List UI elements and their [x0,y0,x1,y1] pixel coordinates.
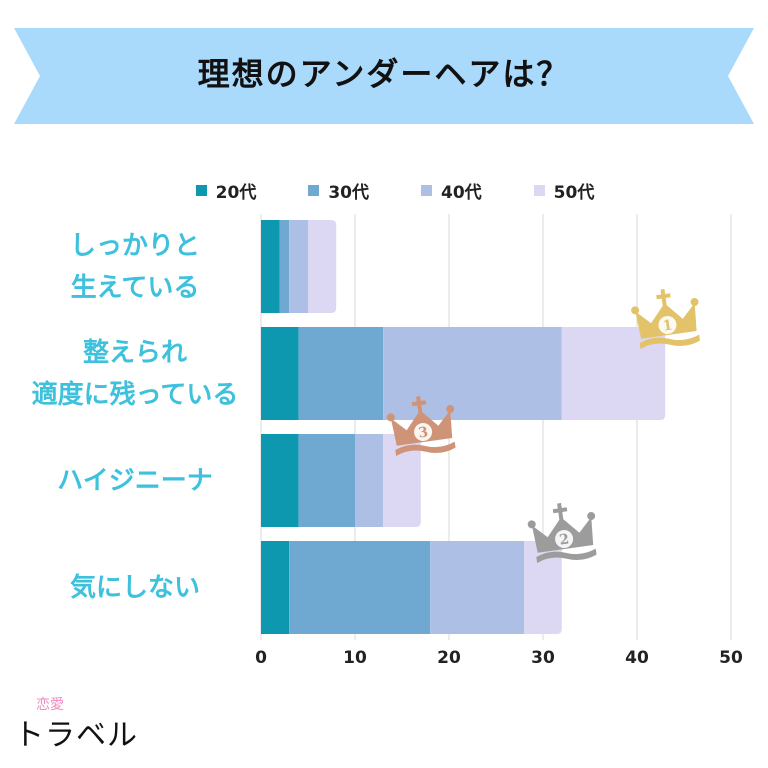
crown-rank-number: 3 [417,424,429,441]
crown-jewel [690,297,699,306]
crown-jewel [386,413,395,422]
crown-jewel [527,520,536,529]
legend-swatch [421,185,432,196]
crown-rank-number: 1 [662,317,674,334]
legend-label: 40代 [441,183,482,203]
rank-crown-icon: 2 [527,503,597,563]
bar-segment [308,220,337,313]
legend-label: 20代 [215,183,257,203]
crown-rank-circle [414,422,433,441]
bar-segment [289,220,308,313]
title-banner [14,28,754,124]
bar-segment [383,434,421,527]
legend-swatch [195,185,207,196]
site-logo: 恋愛 トラベル [14,694,154,754]
category-label-line: 適度に残っている [31,379,239,410]
bar-segment [355,434,384,527]
crown-jewel [587,511,596,520]
x-tick-label: 10 [343,648,367,668]
bar-segment [261,434,299,527]
x-tick-label: 0 [255,648,267,668]
legend-item: 20代 [195,178,257,203]
category-label: ハイジニーナ [0,460,270,502]
category-label-line: 気にしない [69,572,200,603]
category-label-line: ハイジニーナ [57,465,213,496]
legend-swatch [533,185,545,196]
rank-crown-icon: 1 [631,289,700,349]
x-tick-label: 40 [625,648,649,668]
bar-segment [289,541,431,634]
crown-rank-circle [555,529,574,548]
legend: 20代 30代 40代 50代 [0,178,768,203]
crown-band [395,441,456,456]
category-label: しっかりと生えている [0,225,270,309]
category-label: 気にしない [0,567,270,609]
category-label-line: 整えられ [82,337,187,368]
category-label-line: 生えている [70,272,200,303]
bar-segment [279,220,290,313]
x-tick-label: 20 [437,648,461,668]
crown-jewel [631,306,640,315]
crown-band [639,334,700,349]
bar-segment [261,327,299,420]
bar-segment [383,327,562,420]
legend-item: 40代 [421,178,482,203]
bar-segment [261,541,290,634]
legend-label: 30代 [328,183,369,203]
legend-label: 50代 [553,183,595,203]
bar-segment [561,327,666,420]
bar-segment [430,541,525,634]
legend-swatch [308,185,320,196]
bar-segment [298,434,355,527]
crown-rank-number: 2 [558,531,570,548]
legend-item: 50代 [533,178,595,203]
bar-segment [261,220,280,313]
category-label-line: しっかりと [69,230,200,261]
bar-segment [524,541,562,634]
crown-cross-h [656,293,671,300]
crown-cross-h [411,400,427,407]
x-tick-label: 50 [719,648,743,668]
logo-small-text: 恋愛 [36,697,64,713]
legend-item: 30代 [308,178,369,203]
crown-band [536,548,597,563]
logo-main-text: トラベル [14,718,138,753]
crown-rank-circle [658,315,677,334]
chart-title: 理想のアンダーヘアは？ [197,55,571,93]
crown-jewel [446,404,455,413]
category-label: 整えられ適度に残っている [0,332,270,416]
crown-cross-h [552,507,568,514]
bar-segment [298,327,384,420]
rank-crown-icon: 3 [386,396,456,456]
x-tick-label: 30 [531,648,555,668]
